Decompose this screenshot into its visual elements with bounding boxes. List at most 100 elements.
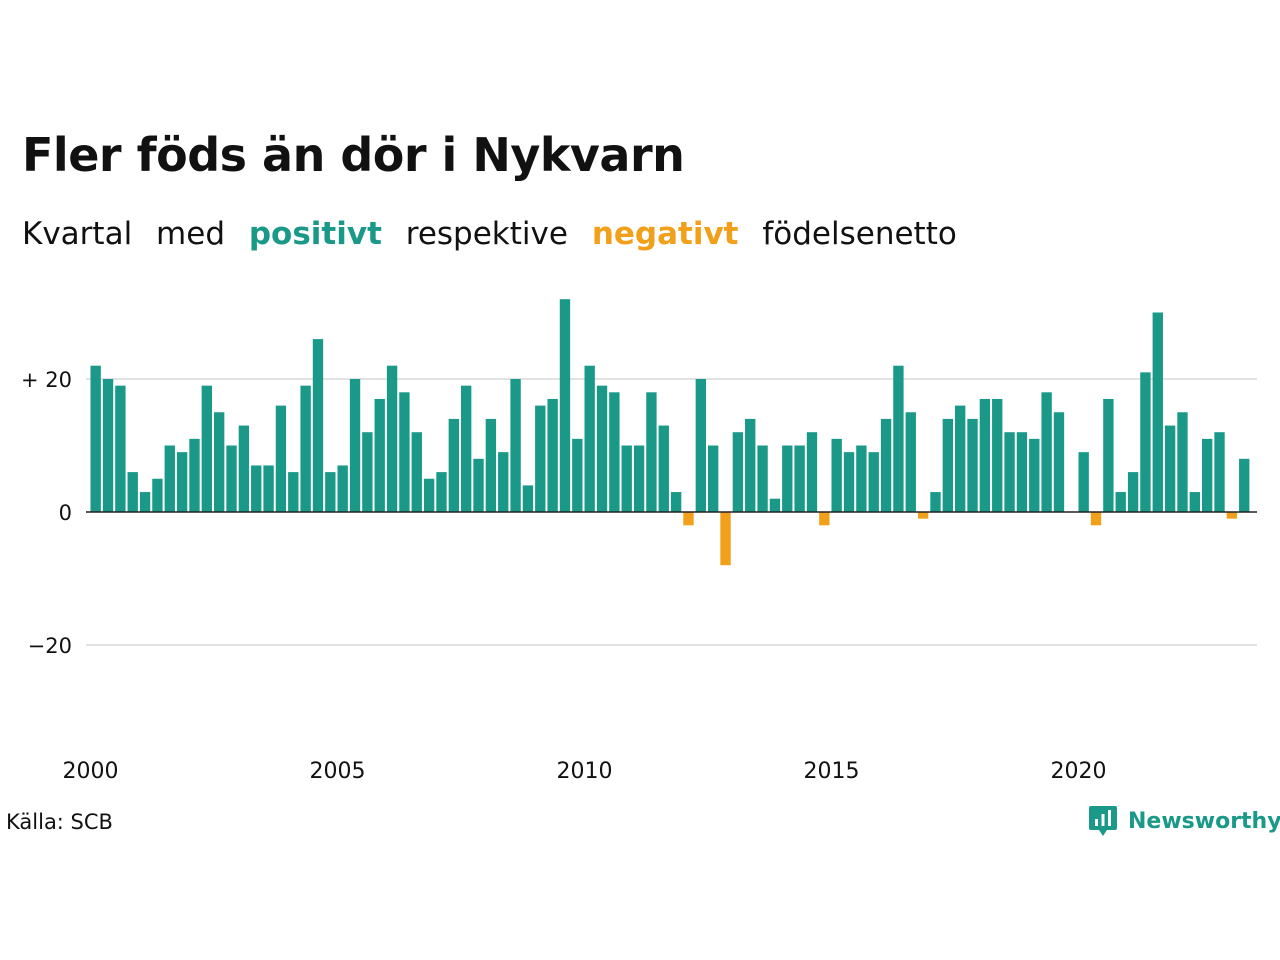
x-tick-label: 2000: [63, 759, 119, 784]
bar-2020-q2: [1090, 512, 1102, 526]
bar-2016-q3: [905, 412, 916, 512]
bar-2007-q3: [461, 385, 472, 512]
bar-2007-q1: [436, 472, 447, 512]
bar-2000-q4: [127, 472, 138, 512]
bar-2016-q1: [880, 418, 892, 512]
bars: [90, 299, 1250, 566]
bar-2001-q2: [152, 478, 163, 512]
bar-2015-q4: [868, 452, 879, 512]
subtitle-word-fodelsenetto: födelsenetto: [762, 216, 957, 252]
bar-2000-q1: [90, 365, 101, 512]
bar-2018-q3: [1004, 432, 1015, 512]
bar-2005-q4: [374, 398, 385, 512]
source-credit: Källa: SCB: [6, 810, 113, 834]
bar-2013-q1: [732, 432, 744, 512]
bar-2020-q3: [1103, 398, 1114, 512]
bar-2022-q3: [1202, 438, 1213, 512]
bar-2012-q3: [708, 445, 719, 512]
bar-2004-q2: [300, 385, 311, 512]
bar-2012-q2: [695, 379, 706, 512]
bar-2010-q3: [609, 392, 620, 512]
bar-2000-q2: [102, 379, 114, 512]
bar-2000-q3: [115, 385, 126, 512]
subtitle-negative-label: negativt: [591, 216, 739, 252]
bar-2007-q4: [473, 458, 484, 512]
bar-chart: + 20 0 −20 2000 2005 2010 2015 2020: [21, 299, 1257, 784]
bar-2010-q1: [584, 365, 595, 512]
bar-2002-q1: [189, 438, 200, 512]
bar-2019-q3: [1053, 412, 1065, 512]
bar-2016-q4: [917, 512, 929, 519]
bar-2014-q4: [819, 512, 830, 526]
bar-2023-q1: [1226, 512, 1238, 519]
subtitle-word-med: med: [156, 216, 225, 252]
bar-2011-q2: [646, 392, 657, 512]
bar-2018-q2: [992, 398, 1003, 512]
bar-2003-q1: [238, 425, 250, 512]
bar-2002-q2: [201, 385, 212, 512]
bar-2009-q4: [572, 438, 583, 512]
bar-2011-q4: [670, 492, 682, 512]
bar-2001-q3: [164, 445, 175, 512]
bar-2022-q2: [1189, 492, 1200, 512]
bar-2013-q4: [769, 498, 781, 512]
bar-chart-speech-bubble-icon: [1089, 806, 1117, 836]
bar-2017-q1: [930, 492, 941, 512]
subtitle-word-kvartal: Kvartal: [22, 216, 133, 252]
bar-2002-q4: [226, 445, 237, 512]
bar-2008-q2: [498, 452, 509, 512]
bar-2011-q3: [658, 425, 669, 512]
bar-2013-q2: [745, 418, 756, 512]
bar-2016-q2: [893, 365, 904, 512]
bar-2007-q2: [448, 418, 459, 512]
bar-2018-q4: [1016, 432, 1028, 512]
bar-2014-q2: [794, 445, 805, 512]
bar-2021-q2: [1140, 372, 1151, 512]
grid-lines: [86, 378, 1257, 646]
bar-2012-q4: [720, 512, 731, 566]
bar-2017-q2: [942, 418, 953, 512]
bar-2015-q1: [831, 438, 842, 512]
y-tick-label: −20: [28, 634, 72, 658]
bar-2011-q1: [633, 445, 645, 512]
bar-2017-q4: [967, 418, 978, 512]
bar-2017-q3: [955, 405, 966, 512]
bar-2008-q3: [510, 379, 521, 512]
chart-title: Fler föds än dör i Nykvarn: [22, 128, 685, 182]
bar-2005-q2: [349, 379, 361, 512]
x-tick-label: 2015: [804, 759, 860, 784]
bar-2021-q4: [1164, 425, 1176, 512]
bar-2009-q2: [547, 398, 558, 512]
brand-name: Newsworthy: [1128, 808, 1280, 834]
bar-2019-q1: [1029, 438, 1040, 512]
bar-2006-q1: [386, 365, 398, 512]
y-tick-label: 0: [59, 501, 72, 525]
bar-2015-q3: [856, 445, 867, 512]
bar-2014-q1: [782, 445, 793, 512]
bar-2008-q4: [522, 485, 534, 512]
chart-subtitle: Kvartal med positivt respektive negativt…: [22, 216, 971, 252]
bar-2001-q1: [139, 492, 151, 512]
bar-2005-q3: [362, 432, 373, 512]
bar-2015-q2: [843, 452, 855, 512]
bar-2022-q4: [1214, 432, 1225, 512]
bar-2005-q1: [337, 465, 348, 512]
bar-2010-q4: [621, 445, 632, 512]
subtitle-positive-label: positivt: [248, 216, 382, 252]
bar-2018-q1: [979, 398, 991, 512]
bar-2013-q3: [757, 445, 768, 512]
x-tick-label: 2010: [557, 759, 613, 784]
bar-2003-q3: [263, 465, 274, 512]
bar-2019-q2: [1041, 392, 1052, 512]
bar-2004-q4: [325, 472, 336, 512]
bar-2021-q1: [1127, 472, 1139, 512]
subtitle-word-respektive: respektive: [405, 216, 568, 252]
bar-2003-q2: [251, 465, 262, 512]
bar-2009-q1: [535, 405, 546, 512]
bar-2001-q4: [176, 452, 188, 512]
bar-2020-q4: [1115, 492, 1126, 512]
newsworthy-logo: Newsworthy: [1088, 804, 1280, 838]
bar-2006-q2: [399, 392, 410, 512]
bar-2008-q1: [485, 418, 497, 512]
bar-2014-q3: [806, 432, 818, 512]
